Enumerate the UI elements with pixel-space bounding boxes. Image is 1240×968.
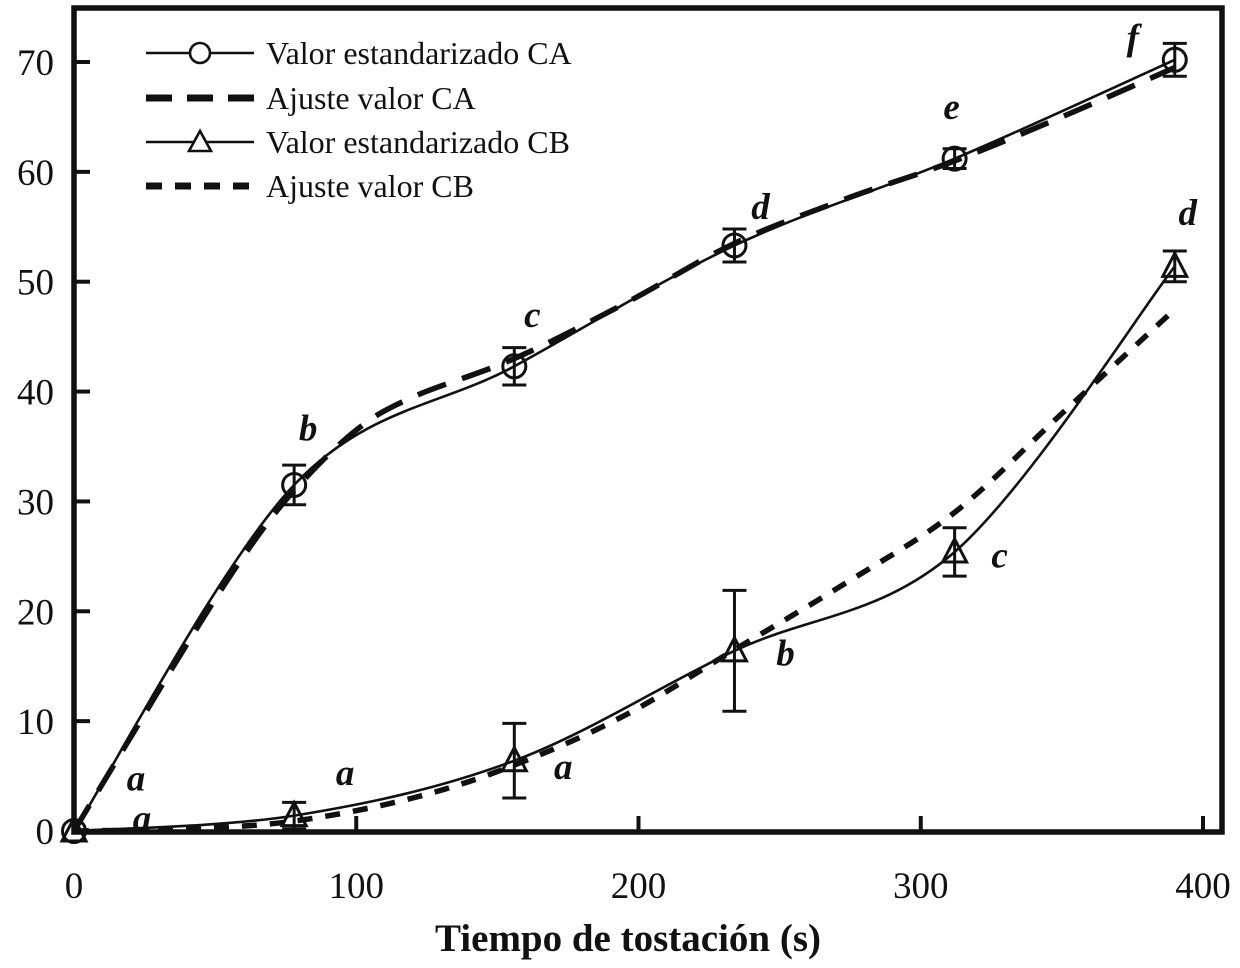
x-axis-tick-label: 200 [611, 866, 667, 907]
series-curves [74, 58, 1177, 832]
point-label: f [1127, 17, 1143, 58]
point-label: d [751, 187, 770, 228]
triangle-marker [499, 744, 529, 773]
triangle-marker [59, 814, 89, 843]
point-label: d [1179, 193, 1198, 234]
point-label: a [133, 799, 152, 840]
triangle-marker [279, 799, 309, 828]
circle-marker [281, 471, 308, 498]
legend-label: Valor estandarizado CA [266, 35, 572, 71]
circle-marker [721, 232, 748, 259]
series-points-0 [61, 41, 1188, 844]
legend-label: Valor estandarizado CB [266, 124, 570, 160]
series-line-3 [74, 307, 1177, 832]
x-axis-tick-label: 400 [1175, 866, 1231, 907]
legend-label: Ajuste valor CA [266, 80, 476, 116]
triangle-marker [719, 634, 749, 663]
x-axis-tick-label: 0 [65, 866, 84, 907]
y-axis-tick-label: 70 [17, 43, 54, 84]
legend-entry-2 [146, 128, 254, 153]
legend-label: Ajuste valor CB [266, 168, 474, 204]
legend-triangle-marker [186, 128, 214, 153]
x-axis-tick-label: 300 [893, 866, 949, 907]
legend [146, 41, 254, 190]
triangle-marker [1160, 250, 1190, 278]
legend-entry-0 [146, 41, 254, 65]
point-label: e [943, 87, 959, 128]
circle-marker [1161, 46, 1188, 73]
x-axis-title: Tiempo de tostación (s) [435, 917, 821, 960]
plot-frame [71, 5, 1225, 835]
y-axis-tick-label: 10 [17, 702, 54, 743]
axis-ticks [72, 60, 1205, 833]
triangle-marker [940, 535, 970, 564]
y-axis-tick-label: 20 [17, 592, 54, 633]
y-axis-tick-label: 40 [17, 373, 54, 414]
circle-marker [501, 353, 528, 380]
y-axis-tick-label: 30 [17, 482, 54, 523]
point-label: a [336, 753, 355, 794]
y-axis-tick-label: 0 [36, 812, 55, 853]
y-axis-tick-label: 50 [17, 263, 54, 304]
point-label: c [991, 535, 1007, 576]
series-line-0 [74, 58, 1176, 832]
point-label: c [524, 295, 540, 336]
point-label: b [776, 633, 795, 674]
point-label: a [554, 747, 573, 788]
point-label: a [127, 759, 146, 800]
circle-marker [941, 145, 968, 172]
x-axis-tick-label: 100 [329, 866, 385, 907]
y-axis-tick-label: 60 [17, 153, 54, 194]
series-points-2 [59, 249, 1190, 843]
series-line-2 [74, 265, 1176, 832]
point-label: b [299, 408, 318, 449]
legend-circle-marker [188, 41, 212, 65]
